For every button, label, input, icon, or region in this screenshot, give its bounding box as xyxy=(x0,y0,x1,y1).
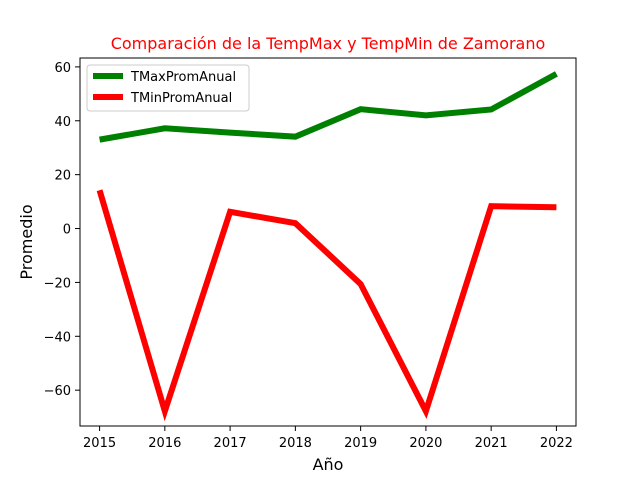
x-tick-label: 2022 xyxy=(540,436,573,451)
x-tick-label: 2015 xyxy=(83,436,116,451)
y-axis: 60 40 20 0 −20 −40 −60 xyxy=(44,61,80,399)
x-axis-title: Año xyxy=(313,455,344,474)
y-tick-label: 20 xyxy=(54,169,71,184)
y-tick-label: 0 xyxy=(63,223,71,238)
y-axis-title: Promedio xyxy=(17,204,36,279)
x-tick-label: 2017 xyxy=(214,436,247,451)
legend-label-TMaxPromAnual: TMaxPromAnual xyxy=(130,70,236,85)
chart-title: Comparación de la TempMax y TempMin de Z… xyxy=(111,34,546,53)
x-tick-label: 2021 xyxy=(475,436,508,451)
series-line-TMaxPromAnual xyxy=(99,71,558,143)
legend: TMaxPromAnual TMinPromAnual xyxy=(86,64,250,112)
y-tick-label: −60 xyxy=(44,384,71,399)
x-axis: 2015 2016 2017 2018 2019 2020 2021 2022 xyxy=(83,426,573,451)
plot-frame xyxy=(79,57,577,427)
x-tick-label: 2020 xyxy=(409,436,442,451)
series-line-TMinPromAnual xyxy=(96,189,557,422)
y-tick-label: 40 xyxy=(54,115,71,130)
x-tick-label: 2016 xyxy=(148,436,181,451)
plot-area xyxy=(79,57,577,427)
y-tick-label: −20 xyxy=(44,276,71,291)
x-tick-label: 2018 xyxy=(279,436,312,451)
series-layer xyxy=(96,71,558,422)
legend-label-TMinPromAnual: TMinPromAnual xyxy=(130,91,232,106)
legend-box xyxy=(86,64,250,112)
y-tick-label: 60 xyxy=(54,61,71,76)
y-tick-label: −40 xyxy=(44,330,71,345)
x-tick-label: 2019 xyxy=(344,436,377,451)
